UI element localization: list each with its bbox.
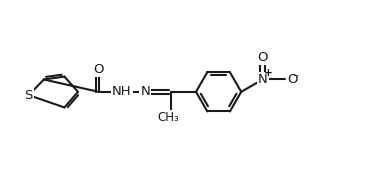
Text: O: O [287, 73, 298, 86]
Text: N: N [258, 73, 267, 86]
Text: CH₃: CH₃ [157, 111, 179, 124]
Text: O: O [93, 63, 104, 76]
Text: S: S [24, 89, 33, 102]
Text: +: + [264, 68, 273, 78]
Text: O: O [258, 51, 268, 64]
Text: N: N [141, 85, 150, 98]
Text: ⁻: ⁻ [292, 73, 299, 86]
Text: NH: NH [112, 85, 132, 98]
